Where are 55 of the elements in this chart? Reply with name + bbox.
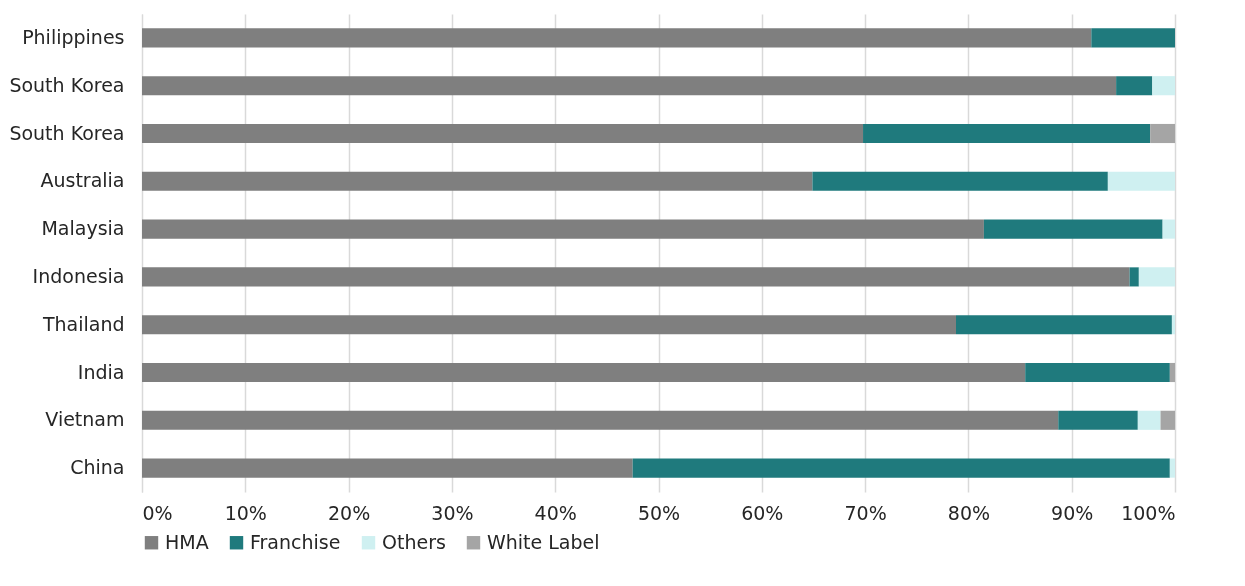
x-tick-label: 90% xyxy=(1051,501,1094,524)
y-tick-label: Indonesia xyxy=(32,264,125,287)
y-tick-label: Vietnam xyxy=(45,408,125,431)
y-tick-label: Thailand xyxy=(41,312,125,335)
bar xyxy=(1107,171,1175,191)
bar xyxy=(812,171,1108,191)
bar xyxy=(1150,123,1175,144)
bar xyxy=(142,123,864,144)
y-tick-label: Philippines xyxy=(22,25,125,48)
legend-label: HMA xyxy=(165,530,209,553)
x-tick-label: 10% xyxy=(224,501,267,524)
bar xyxy=(1169,458,1175,478)
x-tick-label: 100% xyxy=(1121,501,1176,524)
bar xyxy=(956,315,1172,335)
bar xyxy=(1091,28,1175,48)
bar xyxy=(983,219,1163,239)
y-tick-label: Malaysia xyxy=(41,217,125,240)
bar xyxy=(1058,410,1138,430)
x-tick-label: 80% xyxy=(947,501,991,524)
legend-label: White Label xyxy=(487,530,600,553)
bar xyxy=(1025,362,1170,383)
y-tick-label: India xyxy=(77,360,125,383)
bar xyxy=(1162,219,1175,239)
bar xyxy=(632,458,1170,478)
bar xyxy=(1171,315,1175,335)
bar xyxy=(142,28,1092,48)
bar xyxy=(1116,76,1153,96)
bar xyxy=(1138,267,1175,287)
x-tick-label: 60% xyxy=(741,501,784,524)
y-tick-label: China xyxy=(70,456,125,479)
bar xyxy=(142,171,813,191)
legend-label: Others xyxy=(382,530,446,553)
x-tick-label: 70% xyxy=(844,501,887,524)
x-tick-label: 50% xyxy=(637,501,681,524)
bar xyxy=(1129,267,1139,287)
x-tick-label: 30% xyxy=(431,501,474,524)
bar xyxy=(142,267,1130,287)
y-tick-label: Australia xyxy=(40,169,125,192)
legend-label: Franchise xyxy=(250,530,341,553)
x-tick-label: 0% xyxy=(142,501,173,524)
bar xyxy=(142,362,1026,383)
bar xyxy=(1160,410,1175,430)
bar xyxy=(142,410,1059,430)
bar xyxy=(1137,410,1161,430)
bar xyxy=(142,315,956,335)
bar xyxy=(142,76,1117,96)
x-tick-label: 20% xyxy=(327,501,371,524)
bar xyxy=(142,219,984,239)
bar xyxy=(1169,362,1175,383)
y-tick-label: South Korea xyxy=(9,73,125,96)
bar xyxy=(863,123,1151,144)
bar xyxy=(1152,76,1175,96)
y-tick-label: South Korea xyxy=(9,121,125,144)
x-tick-label: 40% xyxy=(534,501,577,524)
bar xyxy=(142,458,633,478)
